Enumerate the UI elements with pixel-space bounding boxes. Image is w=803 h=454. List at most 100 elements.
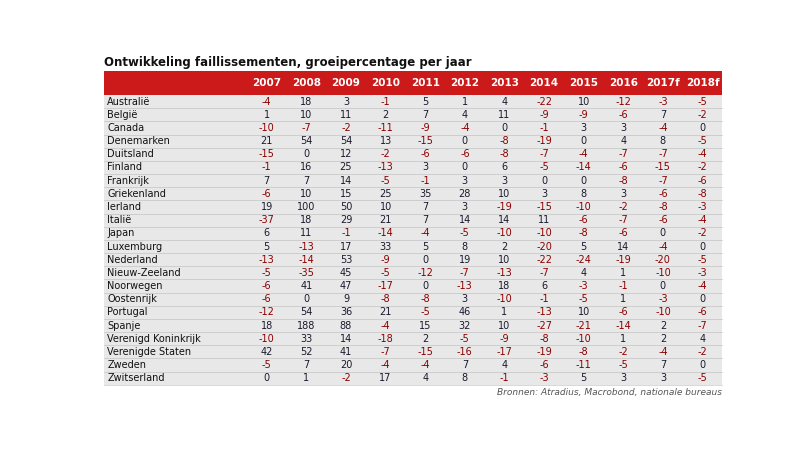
Text: 3: 3 [461,176,467,186]
Text: -6: -6 [618,228,627,238]
Text: 1: 1 [303,373,309,383]
Text: 5: 5 [422,97,428,107]
Text: -14: -14 [575,163,591,173]
Text: 41: 41 [340,347,352,357]
Text: -6: -6 [262,294,271,304]
Text: 14: 14 [340,176,352,186]
Text: -14: -14 [298,255,314,265]
Text: 54: 54 [340,136,352,146]
Text: -4: -4 [381,321,390,331]
Text: -9: -9 [539,110,548,120]
Text: 3: 3 [343,97,349,107]
Text: 10: 10 [577,97,589,107]
Text: 16: 16 [300,163,312,173]
Text: -1: -1 [340,228,350,238]
Text: -2: -2 [381,149,390,159]
Text: 33: 33 [300,334,312,344]
Text: -4: -4 [420,228,430,238]
Text: -3: -3 [539,373,548,383]
Text: 2018f: 2018f [685,78,719,88]
Text: 10: 10 [498,321,510,331]
Text: 10: 10 [300,189,312,199]
Text: 1: 1 [501,307,507,317]
Text: -19: -19 [496,202,512,212]
Text: Ontwikkeling faillissementen, groeipercentage per jaar: Ontwikkeling faillissementen, groeiperce… [104,56,471,69]
Text: -11: -11 [575,360,591,370]
Text: 2011: 2011 [410,78,439,88]
Text: -6: -6 [658,189,667,199]
Text: -12: -12 [259,307,275,317]
Text: 1: 1 [263,110,270,120]
Text: 3: 3 [619,373,626,383]
Text: -11: -11 [377,123,393,133]
Text: 7: 7 [422,215,428,225]
Text: -2: -2 [697,228,707,238]
Text: -10: -10 [496,294,512,304]
Text: 7: 7 [659,360,665,370]
Text: -15: -15 [259,149,275,159]
Text: -6: -6 [618,307,627,317]
Text: Noorwegen: Noorwegen [108,281,163,291]
Text: -6: -6 [697,307,707,317]
Text: Canada: Canada [108,123,145,133]
Text: -8: -8 [499,149,508,159]
Text: 7: 7 [303,176,309,186]
Text: 7: 7 [303,360,309,370]
Text: 14: 14 [498,215,510,225]
Text: -3: -3 [578,281,588,291]
Text: 0: 0 [461,136,467,146]
Text: -12: -12 [417,268,433,278]
Text: 2007: 2007 [252,78,281,88]
Text: 15: 15 [340,189,352,199]
Text: -35: -35 [298,268,314,278]
Text: 4: 4 [501,97,507,107]
Text: 0: 0 [659,228,665,238]
Text: -13: -13 [298,242,314,252]
Text: -6: -6 [658,215,667,225]
Text: -2: -2 [618,202,627,212]
Text: Japan: Japan [108,228,135,238]
Text: 7: 7 [422,202,428,212]
Text: 2: 2 [422,334,428,344]
Text: -4: -4 [658,242,667,252]
Text: 4: 4 [699,334,705,344]
Text: 41: 41 [300,281,312,291]
Text: 25: 25 [340,163,352,173]
Text: -19: -19 [536,347,551,357]
Text: -7: -7 [657,176,667,186]
Text: Verenigd Koninkrijk: Verenigd Koninkrijk [108,334,201,344]
Text: -4: -4 [697,281,707,291]
Text: -15: -15 [536,202,552,212]
Text: 2: 2 [659,321,665,331]
Text: -4: -4 [697,215,707,225]
Text: 11: 11 [498,110,510,120]
Text: Griekenland: Griekenland [108,189,166,199]
Text: -8: -8 [578,228,588,238]
Text: 4: 4 [580,268,586,278]
Text: -8: -8 [381,294,390,304]
Text: -17: -17 [496,347,512,357]
Text: 3: 3 [461,202,467,212]
Text: -6: -6 [459,149,469,159]
Text: -1: -1 [618,281,627,291]
Text: 7: 7 [659,110,665,120]
Text: -1: -1 [539,294,548,304]
Text: -13: -13 [456,281,472,291]
Text: -5: -5 [262,360,271,370]
Text: 25: 25 [379,189,391,199]
Text: 35: 35 [418,189,431,199]
Text: -10: -10 [654,268,670,278]
Text: 3: 3 [659,373,665,383]
Text: -10: -10 [496,228,512,238]
Text: -7: -7 [459,268,469,278]
Text: -6: -6 [618,110,627,120]
Text: 0: 0 [303,294,309,304]
Text: -5: -5 [697,255,707,265]
Text: 14: 14 [459,215,471,225]
Text: -15: -15 [417,136,433,146]
Text: -15: -15 [654,163,670,173]
Text: 4: 4 [619,136,626,146]
Text: 2008: 2008 [291,78,320,88]
Text: Nieuw-Zeeland: Nieuw-Zeeland [108,268,181,278]
Text: -1: -1 [420,176,430,186]
